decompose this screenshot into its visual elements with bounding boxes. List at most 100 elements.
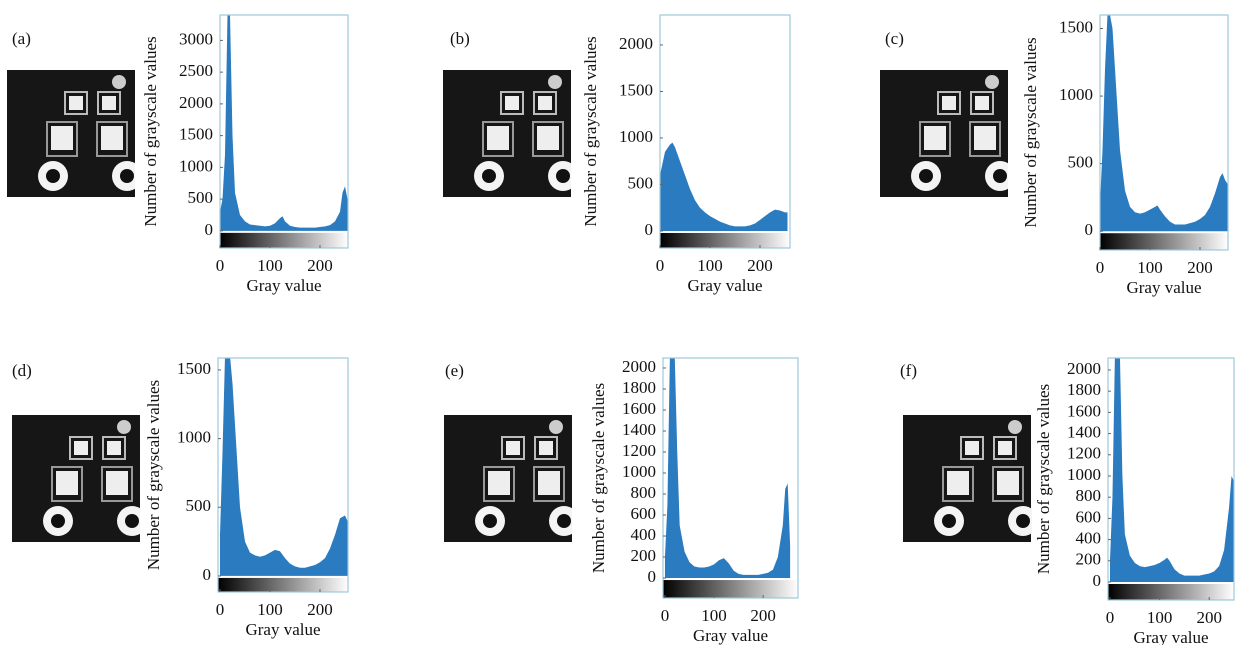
y-axis-label: Number of grayscale values [141, 36, 160, 226]
x-tick-label: 200 [1187, 258, 1213, 277]
panel-label: (c) [885, 29, 904, 48]
x-tick-label: 100 [1147, 608, 1173, 627]
sample-image [7, 70, 135, 197]
y-axis-label: Number of grayscale values [1021, 37, 1040, 227]
y-tick-label: 500 [186, 496, 212, 515]
y-tick-label: 400 [631, 525, 657, 544]
panel-label: (f) [900, 361, 917, 380]
x-tick-label: 100 [701, 606, 727, 625]
panel-label: (a) [12, 29, 31, 48]
x-tick-label: 200 [307, 600, 333, 619]
y-tick-label: 1000 [619, 127, 653, 146]
y-tick-label: 200 [1076, 550, 1102, 569]
colorbar [660, 232, 790, 248]
y-tick-label: 2500 [179, 61, 213, 80]
x-axis-label: Gray value [246, 276, 321, 295]
y-tick-label: 1500 [179, 125, 213, 144]
plot-frame [219, 14, 349, 249]
panel-label: (b) [450, 29, 470, 48]
y-tick-label: 2000 [622, 357, 656, 376]
y-tick-label: 1000 [1059, 85, 1093, 104]
colorbar [1108, 583, 1234, 600]
y-tick-label: 1200 [622, 441, 656, 460]
y-tick-label: 500 [628, 173, 654, 192]
sample-image [880, 70, 1008, 197]
sample-image [444, 415, 572, 542]
x-tick-label: 0 [216, 256, 225, 275]
y-tick-label: 800 [1076, 486, 1102, 505]
y-tick-label: 1400 [1067, 422, 1101, 441]
x-axis-label: Gray value [1126, 278, 1201, 297]
plot-frame [217, 357, 349, 593]
panel-label: (d) [12, 361, 32, 380]
y-tick-label: 1000 [179, 156, 213, 175]
x-tick-label: 100 [257, 600, 283, 619]
colorbar [663, 580, 798, 598]
x-tick-label: 200 [1196, 608, 1222, 627]
x-tick-label: 100 [257, 256, 283, 275]
plot-frame [662, 357, 799, 599]
x-tick-label: 200 [750, 606, 776, 625]
histogram-area [660, 142, 788, 231]
y-tick-label: 0 [1085, 220, 1094, 239]
sample-image [12, 415, 140, 542]
y-tick-label: 600 [631, 504, 657, 523]
y-tick-label: 500 [188, 188, 214, 207]
x-tick-label: 0 [661, 606, 670, 625]
y-tick-label: 2000 [1067, 359, 1101, 378]
y-tick-label: 0 [1093, 571, 1102, 590]
y-tick-label: 400 [1076, 528, 1102, 547]
histogram-area [664, 358, 791, 579]
x-axis-label: Gray value [245, 620, 320, 639]
y-tick-label: 200 [631, 546, 657, 565]
y-tick-label: 1500 [619, 80, 653, 99]
y-tick-label: 600 [1076, 507, 1102, 526]
y-tick-label: 2000 [179, 93, 213, 112]
x-tick-label: 100 [1137, 258, 1163, 277]
y-tick-label: 1000 [622, 462, 656, 481]
colorbar [1100, 233, 1228, 250]
x-axis-label: Gray value [687, 276, 762, 295]
plot-frame [1099, 14, 1229, 251]
y-axis-label: Number of grayscale values [144, 380, 163, 570]
y-tick-label: 1400 [622, 420, 656, 439]
y-tick-label: 1800 [1067, 380, 1101, 399]
panel-label: (e) [445, 361, 464, 380]
y-tick-label: 1000 [177, 428, 211, 447]
y-tick-label: 1500 [177, 359, 211, 378]
plot-frame [659, 14, 791, 249]
y-axis-label: Number of grayscale values [1034, 384, 1053, 574]
x-tick-label: 100 [697, 256, 723, 275]
histogram-area [220, 358, 348, 576]
x-tick-label: 0 [1106, 608, 1115, 627]
y-tick-label: 1600 [622, 399, 656, 418]
colorbar [220, 232, 348, 248]
y-tick-label: 1200 [1067, 444, 1101, 463]
y-tick-label: 1800 [622, 378, 656, 397]
x-tick-label: 0 [216, 600, 225, 619]
x-tick-label: 0 [656, 256, 665, 275]
y-tick-label: 0 [203, 565, 212, 584]
y-tick-label: 0 [205, 220, 214, 239]
histogram-area [220, 15, 348, 231]
histogram-area [1100, 15, 1228, 232]
x-tick-label: 0 [1096, 258, 1105, 277]
y-tick-label: 800 [631, 483, 657, 502]
x-tick-label: 200 [747, 256, 773, 275]
y-tick-label: 1600 [1067, 401, 1101, 420]
x-tick-label: 200 [307, 256, 333, 275]
y-tick-label: 1000 [1067, 465, 1101, 484]
plot-frame [1107, 357, 1235, 601]
y-tick-label: 0 [648, 567, 657, 586]
x-axis-label: Gray value [1133, 628, 1208, 645]
y-tick-label: 500 [1068, 153, 1094, 172]
y-tick-label: 2000 [619, 34, 653, 53]
y-axis-label: Number of grayscale values [589, 383, 608, 573]
histogram-area [1109, 358, 1234, 582]
sample-image [902, 415, 1032, 542]
colorbar [218, 577, 348, 592]
y-tick-label: 3000 [179, 29, 213, 48]
y-axis-label: Number of grayscale values [581, 36, 600, 226]
y-tick-label: 1500 [1059, 17, 1093, 36]
